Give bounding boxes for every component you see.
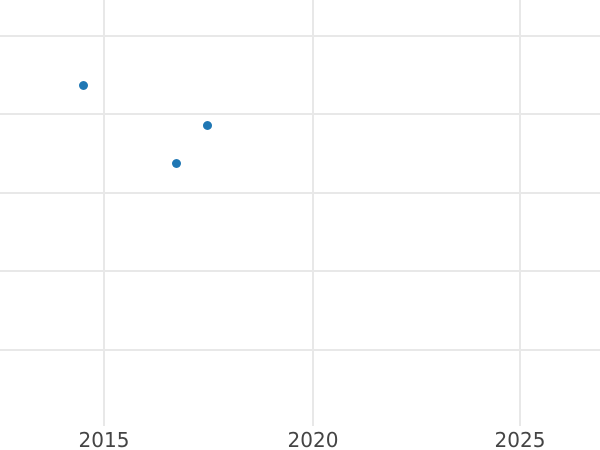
scatter-point [171, 158, 181, 168]
vertical-gridline [312, 0, 314, 426]
horizontal-gridline [0, 270, 600, 272]
scatter-point [202, 120, 212, 130]
x-axis-tick-label: 2025 [494, 428, 546, 450]
scatter-point [78, 80, 88, 90]
horizontal-gridline [0, 35, 600, 37]
horizontal-gridline [0, 192, 600, 194]
vertical-gridline [103, 0, 105, 426]
vertical-gridline [519, 0, 521, 426]
horizontal-gridline [0, 113, 600, 115]
horizontal-gridline [0, 349, 600, 351]
x-axis-tick-label: 2015 [78, 428, 130, 450]
x-axis-tick-label: 2020 [287, 428, 339, 450]
